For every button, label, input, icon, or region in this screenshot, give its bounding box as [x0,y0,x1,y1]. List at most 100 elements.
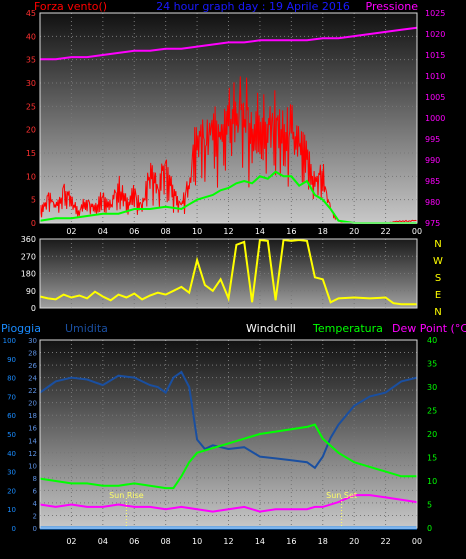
chart-title: 24 hour graph day : 19 Aprile 2016 [156,0,350,13]
y3-tick-label: 90 [7,356,16,364]
y2-tick-label: 1025 [425,9,445,18]
y2-tick-label: 20 [427,430,437,439]
x-tick-label: 12 [223,537,233,546]
y-tick-label: 5 [31,196,36,205]
y2-tick-label: 1015 [425,51,445,60]
x-tick-label: 20 [349,227,359,236]
x-tick-label: 14 [255,227,265,236]
y2-tick-label: 25 [427,407,437,416]
y-tick-label: 26 [28,362,37,370]
y-tick-label: 360 [21,235,36,244]
y2-tick-label: 15 [427,454,437,463]
x-tick-label: 18 [318,227,328,236]
sunset-label: Sun Set [326,491,357,500]
wind-series-line [39,76,418,224]
x-tick-label: 10 [192,537,202,546]
y2-tick-label: 40 [427,336,437,345]
pressure-series-line [40,26,418,61]
y-tick-label: 8 [33,475,37,483]
x-tick-label: 22 [380,537,390,546]
y3-tick-label: 100 [3,337,16,345]
y-tick-label: 18 [28,412,37,420]
y-tick-label: 10 [28,462,37,470]
y2-tick-label: 10 [427,477,437,486]
x-tick-label: 22 [380,227,390,236]
right-axis-title: Pressione [366,0,419,13]
y2-tick-label: 1010 [425,72,445,81]
y3-tick-label: 20 [7,487,16,495]
y-tick-label: 12 [28,450,37,458]
x-tick-label: 16 [286,227,296,236]
y2-tick-label: 30 [427,383,437,392]
y-tick-label: 22 [28,387,37,395]
left-axis-title: Forza vento() [34,0,107,13]
x-tick-label: 02 [66,537,76,546]
y-tick-label: 14 [28,437,37,445]
x-tick-label: 18 [318,537,328,546]
y-tick-label: 15 [26,149,36,158]
y3-tick-label: 30 [7,469,16,477]
y-tick-label: 10 [26,172,36,181]
y-tick-label: 25 [26,102,36,111]
x-tick-label: 06 [129,537,139,546]
y3-tick-label: 40 [7,450,16,458]
x-tick-label: 12 [223,227,233,236]
x-tick-label: 14 [255,537,265,546]
y2-tick-label: 980 [425,198,440,207]
y3-tick-label: 80 [7,375,16,383]
legend-temperature: Temperatura [312,322,383,335]
y-tick-label: 20 [28,400,37,408]
legend-rain: Pioggia [1,322,41,335]
dewpoint-series-line [39,494,418,513]
y2-tick-label: 1020 [425,30,445,39]
y-tick-label: 24 [28,375,37,383]
y3-tick-label: 70 [7,393,16,401]
sunrise-label: Sun Rise [109,491,144,500]
y-tick-label: 30 [28,337,37,345]
x-tick-label: 08 [161,227,171,236]
y2-tick-label: 995 [425,135,440,144]
y-tick-label: 0 [33,525,37,533]
y-tick-label: 35 [26,56,36,65]
x-tick-label: 02 [66,227,76,236]
compass-label: W [433,256,443,267]
y-tick-label: 45 [26,9,36,18]
y3-tick-label: 60 [7,412,16,420]
y3-tick-label: 0 [12,525,16,533]
compass-label: N [434,239,441,250]
y2-tick-label: 985 [425,177,440,186]
x-tick-label: 10 [192,227,202,236]
temperature-series-line [39,423,417,490]
gust-series-line [39,170,417,224]
y-tick-label: 6 [33,487,38,495]
y2-tick-label: 1000 [425,114,445,123]
legend-windchill: Windchill [246,322,296,335]
x-tick-label: 04 [98,227,108,236]
x-tick-label: 06 [129,227,139,236]
y-tick-label: 90 [26,287,36,296]
y-tick-label: 0 [31,304,36,313]
y2-tick-label: 0 [427,524,432,533]
x-tick-label: 04 [98,537,108,546]
humidity-series-line [39,370,418,470]
y2-tick-label: 5 [427,501,432,510]
y3-tick-label: 10 [7,506,16,514]
y-tick-label: 28 [28,350,37,358]
y2-tick-label: 975 [425,219,440,228]
wind-direction-line [39,238,417,306]
y-tick-label: 0 [31,219,36,228]
compass-label: S [435,273,441,284]
y-tick-label: 270 [21,252,36,261]
y-tick-label: 180 [21,270,36,279]
y-tick-label: 20 [26,126,36,135]
y3-tick-label: 50 [7,431,16,439]
y2-tick-label: 35 [427,360,437,369]
y-tick-label: 16 [28,425,37,433]
y-tick-label: 40 [26,32,36,41]
x-tick-label: 00 [412,227,422,236]
x-tick-label: 16 [286,537,296,546]
y-tick-label: 4 [33,500,38,508]
legend-humidity: Umidita [65,322,108,335]
